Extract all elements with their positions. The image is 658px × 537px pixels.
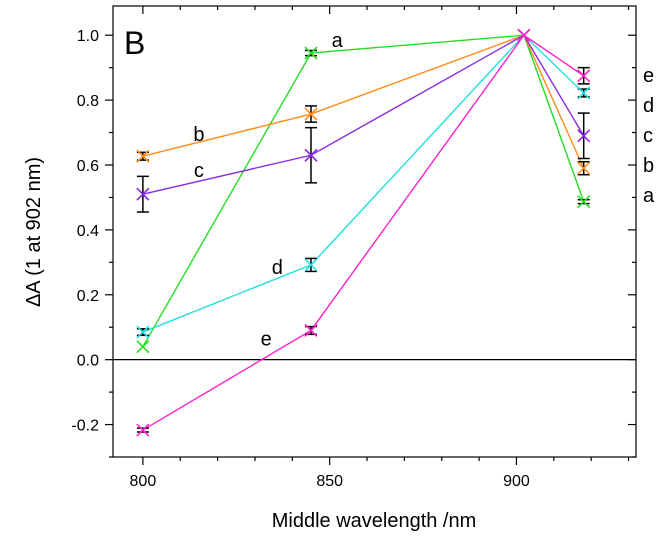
series-label: e [261,329,272,351]
x-axis-label: Middle wavelength /nm [272,510,477,532]
series-line [142,34,585,431]
axis-ticks: 800 850 900 -0.2 0.0 0.2 0.4 0.6 0.8 1.0 [71,6,636,490]
data-point-marker [136,149,150,163]
data-point-marker [304,46,318,60]
series-label: d [272,257,283,279]
y-tick-label: 1.0 [77,28,99,45]
y-tick-label: 0.2 [77,288,99,305]
end-label-a: a [643,185,655,207]
data-point-marker [517,28,531,42]
series-line [142,34,585,333]
series-c: c [136,28,591,213]
series-label: b [193,124,204,146]
panel-label: B [124,25,145,61]
end-label-c: c [643,125,653,147]
series-b: b [136,28,591,176]
data-point-marker [136,187,150,201]
y-tick-label: 0.4 [77,223,99,240]
data-point-marker [136,423,150,437]
end-label-b: b [643,155,654,177]
data-point-marker [136,340,150,354]
x-tick-label: 800 [130,473,157,490]
data-point-marker [304,107,318,121]
data-point-marker [577,69,591,83]
data-point-marker [577,129,591,143]
series-line [142,34,585,195]
data-point-marker [304,323,318,338]
series-line [142,34,585,348]
y-tick-label: 0.6 [77,158,99,175]
data-point-marker [577,161,591,175]
data-point-marker [577,86,591,100]
end-label-e: e [643,65,654,87]
y-tick-label: 0.0 [77,353,99,370]
data-point-marker [136,325,150,339]
end-label-d: d [643,95,654,117]
series-label: a [332,30,344,52]
data-point-marker [304,148,318,162]
plot-area: 800 850 900-0.20.00.20.40.60.81.0 abcdeedc… [71,5,655,490]
series-a: a [136,28,591,354]
x-tick-label: 900 [503,473,530,490]
plot-frame [112,5,637,458]
y-axis-label: ΔA (1 at 902 nm) [23,157,45,307]
series-d: d [136,28,591,339]
data-point-marker [577,195,591,209]
x-tick-label: 850 [316,473,343,490]
series-label: c [194,160,204,182]
series-e: e [136,28,591,437]
series-line [142,34,585,169]
data-point-marker [304,258,318,272]
y-tick-label: 0.8 [77,93,99,110]
y-tick-label: -0.2 [71,418,99,435]
